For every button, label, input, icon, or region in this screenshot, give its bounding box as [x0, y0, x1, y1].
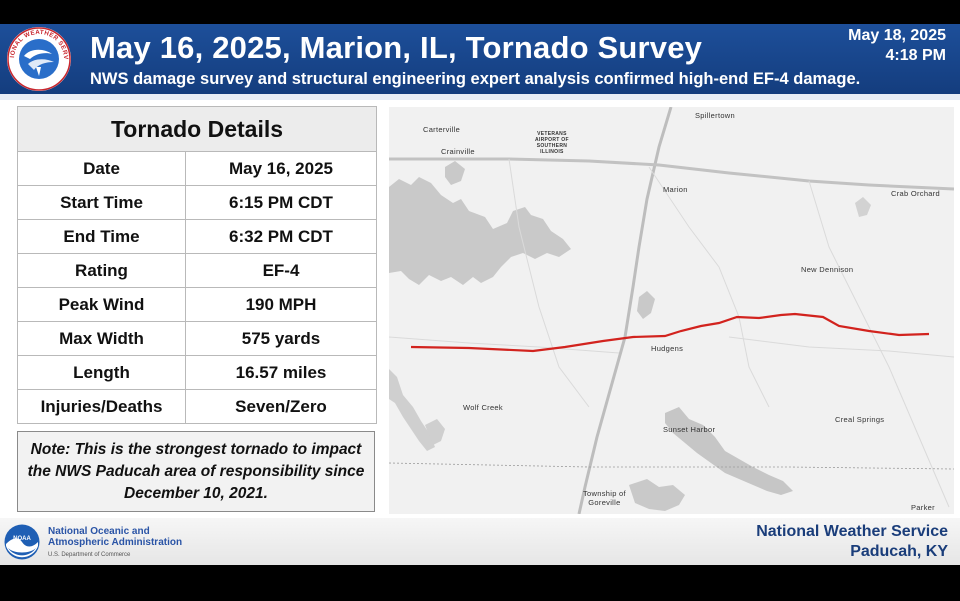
page-subtitle: NWS damage survey and structural enginee…	[90, 70, 861, 88]
row-label-max-width: Max Width	[17, 321, 186, 356]
header-divider	[0, 94, 960, 100]
row-label-rating: Rating	[17, 253, 186, 288]
table-row: Max Width 575 yards	[17, 321, 377, 356]
table-row: Length 16.57 miles	[17, 355, 377, 390]
issue-datetime: May 18, 2025 4:18 PM	[848, 26, 946, 66]
town-label-creal-springs: Creal Springs	[835, 415, 885, 424]
table-row: Rating EF-4	[17, 253, 377, 288]
row-label-length: Length	[17, 355, 186, 390]
town-label-hudgens: Hudgens	[651, 344, 684, 353]
row-label-date: Date	[17, 151, 186, 186]
row-value-injuries-deaths: Seven/Zero	[185, 389, 377, 424]
nws-logo-icon: NATIONAL WEATHER SERVICE	[6, 26, 71, 91]
page-title: May 16, 2025, Marion, IL, Tornado Survey	[90, 30, 703, 65]
issue-time: 4:18 PM	[885, 47, 946, 64]
interstate-57	[577, 107, 673, 514]
table-row: Peak Wind 190 MPH	[17, 287, 377, 322]
lake-egypt	[629, 479, 685, 511]
row-label-injuries-deaths: Injuries/Deaths	[17, 389, 186, 424]
issue-date: May 18, 2025	[848, 27, 946, 44]
table-header-row: Tornado Details	[17, 106, 377, 152]
row-value-max-width: 575 yards	[185, 321, 377, 356]
lake-north-arm	[445, 161, 465, 185]
row-label-start-time: Start Time	[17, 185, 186, 220]
table-row: Date May 16, 2025	[17, 151, 377, 186]
road-secondary-5	[728, 336, 954, 358]
town-label-crainville: Crainville	[441, 147, 475, 156]
row-label-peak-wind: Peak Wind	[17, 287, 186, 322]
noaa-department: U.S. Department of Commerce	[48, 552, 131, 558]
town-label-crab-orchard: Crab Orchard	[891, 189, 941, 198]
town-label-goreville-line-2: Goreville	[588, 498, 621, 507]
lake-sunset-harbor	[665, 407, 793, 495]
lake-little-grassy	[389, 369, 435, 451]
row-value-rating: EF-4	[185, 253, 377, 288]
noaa-logo-text: NOAA	[13, 536, 31, 542]
tornado-details-table: Tornado Details Date May 16, 2025 Start T…	[17, 106, 377, 424]
road-secondary-2	[508, 158, 590, 408]
town-label-marion: Marion	[663, 185, 688, 194]
row-label-end-time: End Time	[17, 219, 186, 254]
road-secondary-4	[389, 336, 620, 354]
town-label-carterville: Carterville	[423, 125, 461, 134]
table-row: End Time 6:32 PM CDT	[17, 219, 377, 254]
noaa-name-line-1: National Oceanic and	[48, 526, 150, 537]
header-bar: NATIONAL WEATHER SERVICE May 16, 2025, M…	[0, 24, 960, 94]
airport-label-line-3: SOUTHERN	[536, 143, 568, 149]
map-canvas	[389, 107, 954, 514]
lake-devils-kitchen	[637, 291, 655, 319]
table-heading: Tornado Details	[17, 106, 377, 152]
row-value-peak-wind: 190 MPH	[185, 287, 377, 322]
table-row: Injuries/Deaths Seven/Zero	[17, 389, 377, 424]
lake-little-grassy-arm	[425, 419, 445, 445]
row-value-end-time: 6:32 PM CDT	[185, 219, 377, 254]
noaa-name: National Oceanic and Atmospheric Adminis…	[48, 526, 182, 548]
tornado-track-map[interactable]: Spillertown Carterville VETERANS AIRPORT…	[389, 107, 954, 514]
slide: NATIONAL WEATHER SERVICE May 16, 2025, M…	[0, 24, 960, 565]
office-name: National Weather Service Paducah, KY	[756, 522, 948, 562]
tornado-track	[410, 312, 930, 353]
airport-label: VETERANS AIRPORT OF SOUTHERN ILLINOIS	[535, 131, 569, 155]
row-value-start-time: 6:15 PM CDT	[185, 185, 377, 220]
town-label-goreville-line-1: Township of	[583, 489, 626, 498]
lake-small-east	[855, 197, 871, 217]
noaa-name-line-2: Atmospheric Administration	[48, 537, 183, 548]
footer-bar: NOAA National Oceanic and Atmospheric Ad…	[0, 518, 960, 565]
town-label-goreville: Township of Goreville	[583, 489, 626, 507]
town-label-sunset-harbor: Sunset Harbor	[663, 425, 716, 434]
road-secondary-1	[648, 166, 770, 408]
airport-label-line-1: VETERANS	[537, 131, 567, 137]
town-label-wolf-creek: Wolf Creek	[463, 403, 503, 412]
note-box: Note: This is the strongest tornado to i…	[17, 431, 375, 512]
office-name-line-1: National Weather Service	[756, 523, 948, 540]
town-label-parker: Parker	[911, 503, 935, 512]
county-line	[389, 462, 954, 470]
road-secondary-3	[808, 180, 950, 508]
lake-crab-orchard	[389, 177, 571, 285]
noaa-logo-icon: NOAA	[4, 524, 40, 560]
town-label-spillertown: Spillertown	[695, 111, 735, 120]
airport-label-line-4: ILLINOIS	[540, 149, 564, 155]
town-label-new-dennison: New Dennison	[801, 265, 854, 274]
office-name-line-2: Paducah, KY	[850, 543, 948, 560]
table-row: Start Time 6:15 PM CDT	[17, 185, 377, 220]
airport-label-line-2: AIRPORT OF	[535, 137, 569, 143]
row-value-length: 16.57 miles	[185, 355, 377, 390]
route-13	[389, 157, 954, 191]
row-value-date: May 16, 2025	[185, 151, 377, 186]
